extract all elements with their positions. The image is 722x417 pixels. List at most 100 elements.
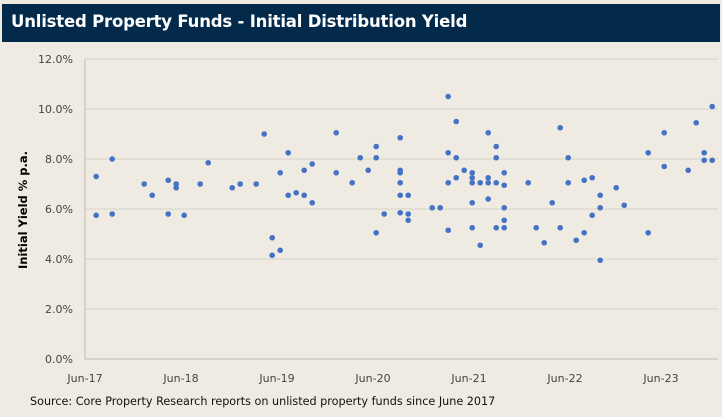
data-point <box>597 257 603 264</box>
data-point <box>645 149 651 156</box>
data-point <box>485 174 492 181</box>
data-point <box>493 154 500 161</box>
data-point <box>285 149 292 156</box>
data-point <box>165 177 171 184</box>
data-point <box>141 181 147 187</box>
data-point <box>581 229 587 236</box>
data-point <box>437 204 444 211</box>
data-point <box>469 169 476 176</box>
data-point <box>277 247 284 254</box>
data-point <box>469 174 476 181</box>
data-point <box>701 157 707 164</box>
data-point <box>277 169 284 176</box>
data-point <box>405 211 412 217</box>
data-point <box>165 211 171 217</box>
data-point <box>445 93 452 100</box>
data-points <box>93 93 715 264</box>
data-point <box>149 192 155 199</box>
data-point <box>685 167 691 174</box>
source-note: Source: Core Property Research reports o… <box>30 395 496 408</box>
data-point <box>597 204 603 211</box>
data-point <box>565 154 571 161</box>
data-point <box>477 179 484 186</box>
data-point <box>661 163 667 170</box>
data-point <box>565 179 571 186</box>
data-point <box>349 179 356 186</box>
x-tick-labels: Jun-17 Jun-18 Jun-19 Jun-20 Jun-21 Jun-22 Jun-… <box>66 372 678 385</box>
y-tick-label: 12.0% <box>38 53 73 66</box>
y-tick-label: 6.0% <box>45 203 73 216</box>
gridlines <box>85 58 718 310</box>
data-point <box>501 182 508 189</box>
data-point <box>501 217 508 224</box>
data-point <box>533 224 539 231</box>
title-bar: Unlisted Property Funds - Initial Distri… <box>2 4 720 42</box>
data-point <box>557 224 563 231</box>
data-point <box>373 154 380 161</box>
data-point <box>293 189 300 196</box>
data-point <box>93 173 99 180</box>
data-point <box>589 212 595 219</box>
data-point <box>453 174 460 181</box>
data-point <box>365 167 372 174</box>
y-tick-label: 2.0% <box>45 303 73 316</box>
x-tick-label: Jun-21 <box>450 372 486 385</box>
data-point <box>557 124 563 131</box>
data-point <box>493 224 500 231</box>
data-point <box>405 217 412 224</box>
data-point <box>181 212 187 219</box>
data-point <box>453 154 460 161</box>
data-point <box>269 234 276 241</box>
data-point <box>397 134 404 141</box>
data-point <box>285 192 292 199</box>
data-point <box>357 154 364 161</box>
data-point <box>493 143 500 150</box>
y-tick-label: 8.0% <box>45 153 73 166</box>
y-tick-label: 4.0% <box>45 253 73 266</box>
data-point <box>197 181 203 187</box>
y-tick-label: 10.0% <box>38 103 73 116</box>
data-point <box>429 204 436 211</box>
data-point <box>701 149 707 156</box>
data-point <box>621 202 627 209</box>
x-tick-label: Jun-22 <box>546 372 582 385</box>
data-point <box>405 192 412 199</box>
data-point <box>461 167 468 174</box>
data-point <box>597 192 603 199</box>
data-point <box>397 192 404 199</box>
data-point <box>469 199 476 206</box>
x-tick-label: Jun-19 <box>258 372 294 385</box>
data-point <box>645 229 651 236</box>
chart-title: Unlisted Property Funds - Initial Distri… <box>11 12 468 31</box>
data-point <box>589 174 595 181</box>
data-point <box>261 131 268 137</box>
axes <box>84 59 718 360</box>
data-point <box>453 118 460 125</box>
x-tick-label: Jun-20 <box>354 372 390 385</box>
data-point <box>301 192 308 199</box>
data-point <box>173 184 179 191</box>
data-point <box>525 179 531 186</box>
data-point <box>109 211 115 217</box>
data-point <box>109 156 115 162</box>
x-tick-label: Jun-23 <box>642 372 678 385</box>
data-point <box>613 184 619 191</box>
data-point <box>373 229 380 236</box>
data-point <box>397 209 404 216</box>
data-point <box>301 167 308 174</box>
data-point <box>333 129 340 136</box>
data-point <box>549 199 555 206</box>
data-point <box>493 179 500 186</box>
data-point <box>709 157 715 164</box>
data-point <box>205 159 211 166</box>
y-axis-label: Initial Yield % p.a. <box>16 151 30 269</box>
data-point <box>309 199 316 206</box>
data-point <box>373 143 380 150</box>
data-point <box>709 103 715 110</box>
data-point <box>485 179 492 186</box>
x-tick-label: Jun-17 <box>66 372 102 385</box>
data-point <box>445 179 452 186</box>
data-point <box>501 204 508 211</box>
data-point <box>501 224 508 231</box>
